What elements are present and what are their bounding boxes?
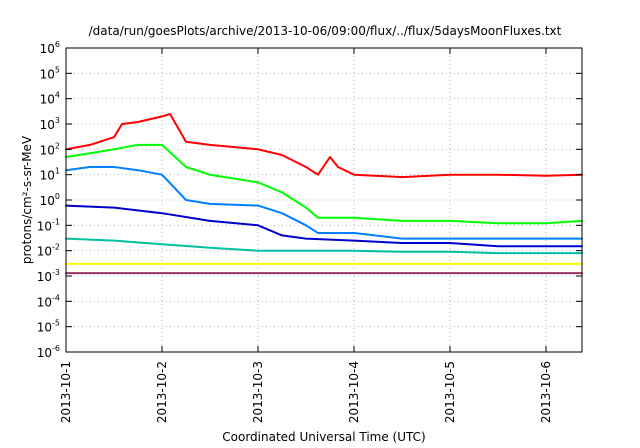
x-axis-label: Coordinated Universal Time (UTC): [222, 430, 425, 444]
y-axis-label: protons/cm²-s-sr-MeV: [20, 135, 34, 264]
x-tick-labels: 2013-10-1 2013-10-2 2013-10-3 2013-10-4 2013…: [59, 361, 553, 423]
x-tick-label: 2013-10-3: [251, 361, 265, 423]
series-line-1: [65, 112, 583, 179]
tick-marks: [65, 47, 582, 353]
y-tick-label: 10-6: [37, 344, 60, 360]
y-tick-label: 10-2: [37, 243, 60, 259]
series-line-5: [65, 237, 583, 255]
x-tick-label: 2013-10-1: [59, 361, 73, 423]
x-tick-label: 2013-10-2: [155, 361, 169, 423]
y-tick-label: 105: [40, 65, 60, 81]
series-group: [65, 112, 583, 275]
chart-title: /data/run/goesPlots/archive/2013-10-06/0…: [89, 24, 562, 38]
series-line-4: [65, 204, 583, 248]
y-tick-label: 10-3: [37, 268, 60, 284]
series-line-3: [65, 166, 583, 240]
y-tick-label: 10-4: [37, 293, 60, 309]
y-tick-label: 101: [40, 167, 60, 183]
y-tick-label: 106: [40, 40, 60, 56]
series-line-2: [65, 143, 583, 225]
y-tick-label: 103: [40, 116, 60, 132]
grid: [66, 48, 582, 352]
x-tick-label: 2013-10-6: [539, 361, 553, 423]
y-tick-label: 10-5: [37, 319, 60, 335]
y-tick-labels: 106 105 104 103 102 101 100 10-1 10-2 10-3 10-4 10-…: [37, 40, 60, 360]
x-tick-label: 2013-10-5: [443, 361, 457, 423]
y-tick-label: 10-1: [37, 217, 60, 233]
y-tick-label: 104: [40, 91, 60, 107]
plot-frame: [65, 47, 583, 353]
x-tick-label: 2013-10-4: [347, 361, 361, 423]
y-tick-label: 100: [40, 192, 60, 208]
y-tick-label: 102: [40, 141, 60, 157]
